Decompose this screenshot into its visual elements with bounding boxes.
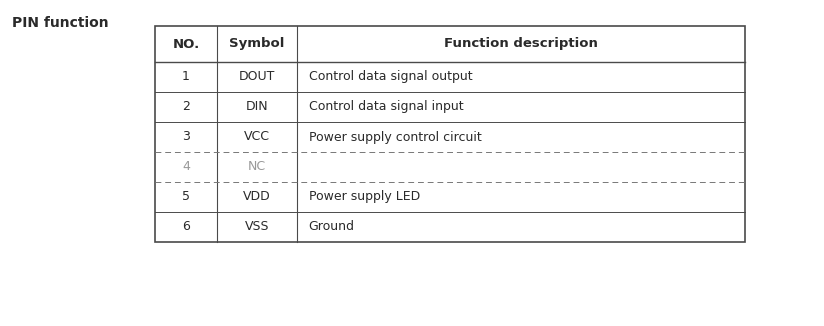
- Text: 3: 3: [182, 130, 190, 143]
- Text: Control data signal input: Control data signal input: [309, 100, 463, 113]
- Text: DOUT: DOUT: [239, 70, 275, 83]
- Text: DIN: DIN: [246, 100, 268, 113]
- Text: VSS: VSS: [245, 220, 269, 233]
- Text: Function description: Function description: [444, 37, 597, 51]
- Text: NO.: NO.: [172, 37, 199, 51]
- Text: Power supply LED: Power supply LED: [309, 190, 420, 203]
- Text: NC: NC: [248, 160, 266, 173]
- Text: Symbol: Symbol: [229, 37, 284, 51]
- Text: Control data signal output: Control data signal output: [309, 70, 472, 83]
- Text: PIN function: PIN function: [12, 16, 109, 30]
- Text: 2: 2: [182, 100, 190, 113]
- Text: Ground: Ground: [309, 220, 354, 233]
- Text: 1: 1: [182, 70, 190, 83]
- Text: VDD: VDD: [243, 190, 270, 203]
- Bar: [155, 26, 745, 242]
- Text: 5: 5: [182, 190, 190, 203]
- Text: VCC: VCC: [244, 130, 269, 143]
- Text: 6: 6: [182, 220, 190, 233]
- Text: 4: 4: [182, 160, 190, 173]
- Text: Power supply control circuit: Power supply control circuit: [309, 130, 481, 143]
